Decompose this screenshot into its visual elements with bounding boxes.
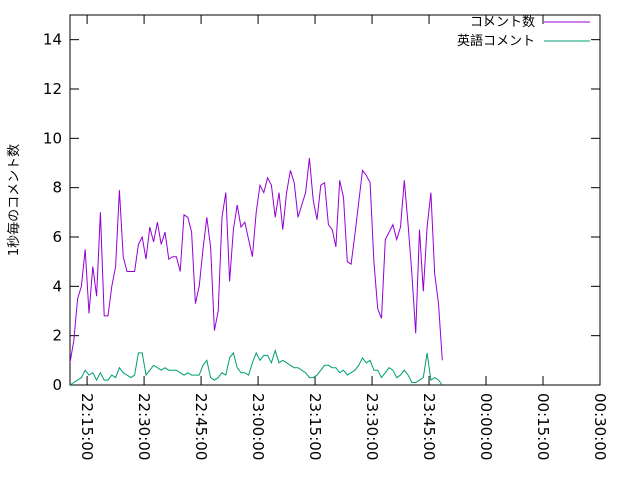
legend-label-comments: コメント数 (470, 15, 535, 30)
x-tick-label: 23:30:00 (363, 393, 381, 460)
y-tick-label: 14 (43, 31, 62, 49)
legend: コメント数 英語コメント (457, 15, 590, 49)
y-tick-label: 2 (52, 327, 62, 345)
x-tick-label: 00:30:00 (591, 393, 609, 460)
y-tick-label: 0 (52, 376, 62, 394)
x-axis-ticks: 22:15:00 22:30:00 22:45:00 23:00:00 23:15:00… (78, 15, 609, 460)
legend-label-english-comments: 英語コメント (457, 33, 535, 49)
series-line-0 (69, 158, 443, 363)
y-axis-label: 1秒毎のコメント数 (6, 144, 22, 256)
series-line-1 (69, 348, 443, 386)
x-tick-label: 00:00:00 (477, 393, 495, 460)
y-tick-label: 4 (52, 277, 62, 295)
y-tick-label: 8 (52, 179, 62, 197)
y-tick-label: 12 (43, 80, 62, 98)
x-tick-label: 23:45:00 (420, 393, 438, 460)
x-tick-label: 23:00:00 (249, 393, 267, 460)
x-tick-label: 22:15:00 (78, 393, 96, 460)
x-tick-label: 23:15:00 (306, 393, 324, 460)
y-tick-label: 10 (43, 129, 62, 147)
x-tick-label: 00:15:00 (534, 393, 552, 460)
series-layer (69, 158, 443, 386)
x-tick-label: 22:45:00 (192, 393, 210, 460)
plot-frame (69, 14, 601, 386)
y-axis-ticks: 0 2 4 6 8 10 12 14 (43, 31, 600, 394)
x-tick-label: 22:30:00 (135, 393, 153, 460)
y-tick-label: 6 (52, 228, 62, 246)
